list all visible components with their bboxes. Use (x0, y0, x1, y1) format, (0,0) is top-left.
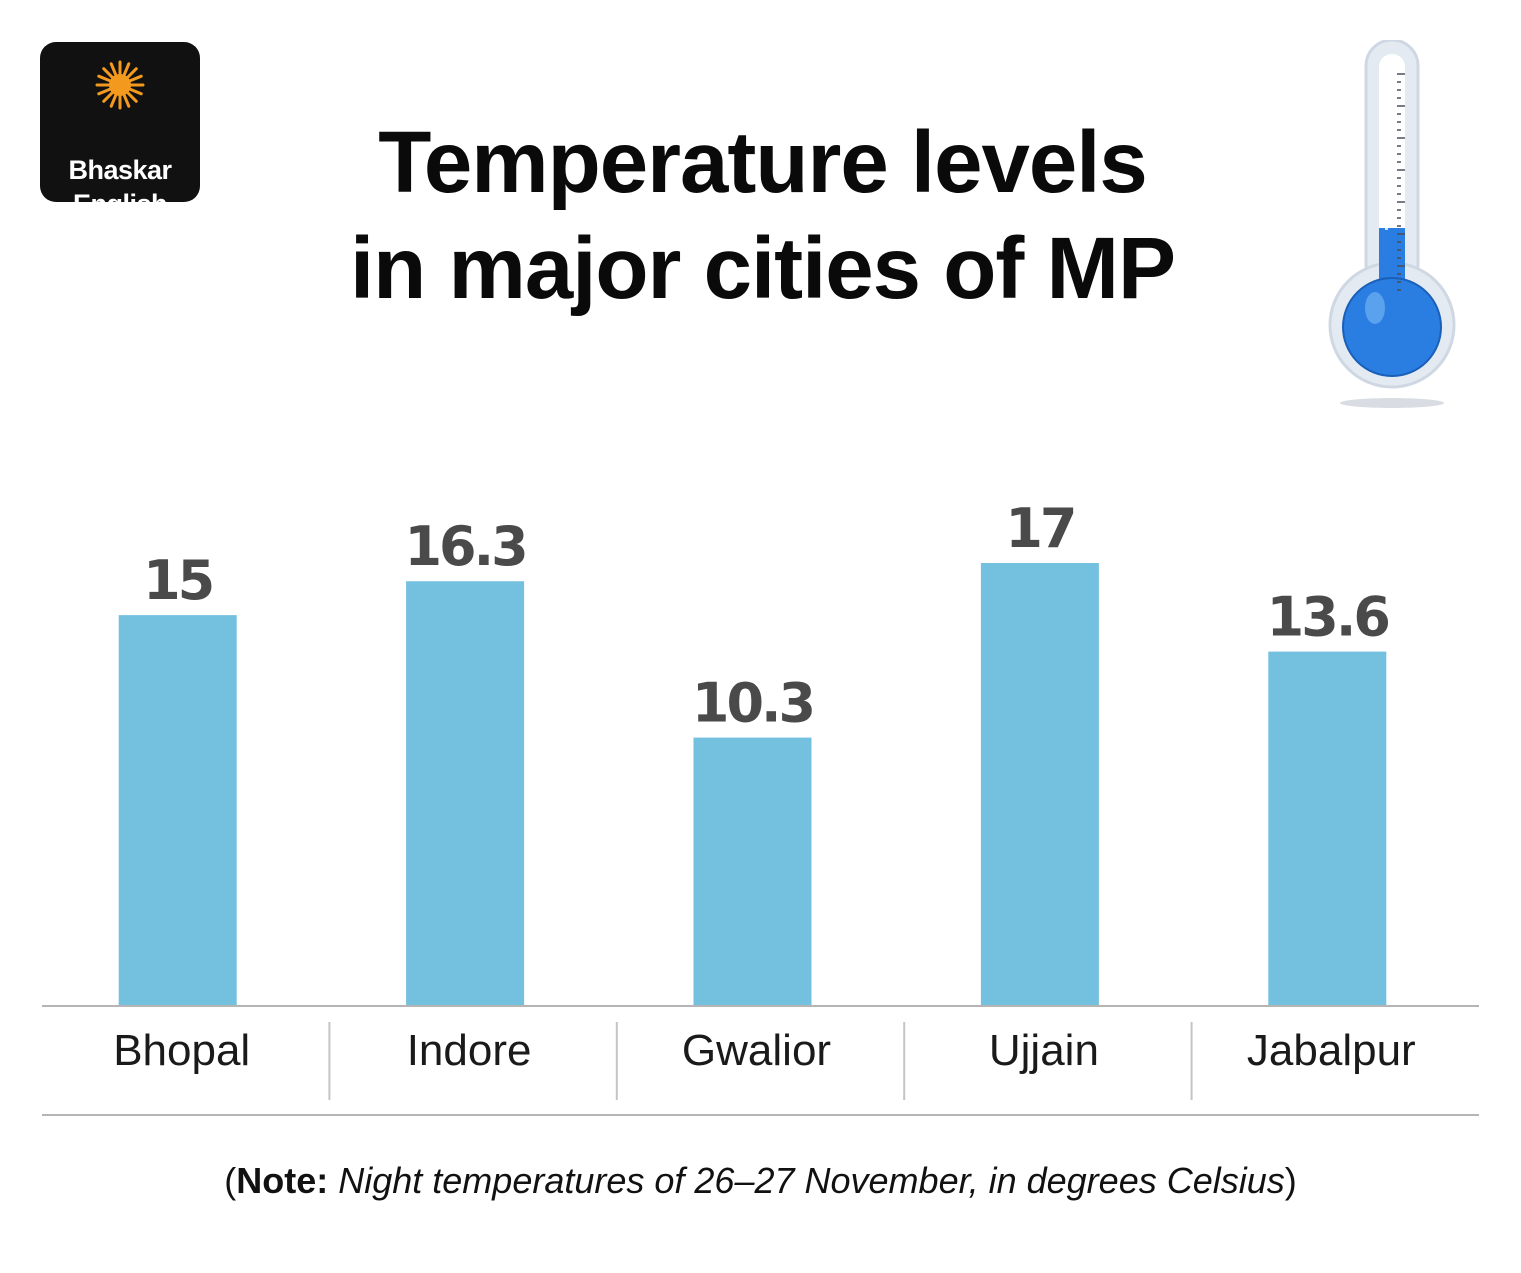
bar-indore (406, 581, 525, 1006)
sun-ray (122, 92, 131, 108)
bar-value-label: 10.3 (692, 672, 813, 735)
bar-value-label: 13.6 (1267, 586, 1389, 649)
bar-value-label: 17 (1005, 497, 1074, 560)
sun-ray (125, 90, 138, 103)
chart-title-line1: Temperature levels (378, 114, 1148, 211)
category-label: Indore (407, 1026, 532, 1075)
bar-bhopal (118, 615, 237, 1006)
category-label: Ujjain (989, 1026, 1099, 1075)
note-close-paren: ) (1284, 1160, 1297, 1201)
category-label: Jabalpur (1247, 1026, 1416, 1075)
category-label: Gwalior (682, 1026, 831, 1075)
note-label: Note: (236, 1160, 329, 1201)
sun-ray (125, 67, 138, 80)
sun-ray (109, 92, 118, 108)
sun-ray (109, 62, 118, 78)
thermometer-icon (1328, 40, 1456, 408)
chart-title: Temperature levels in major cities of MP (240, 110, 1285, 322)
logo-text-line1: Bhaskar (68, 155, 172, 185)
sun-ray (102, 67, 115, 80)
footnote: (Note: Night temperatures of 26–27 Novem… (0, 1160, 1521, 1202)
bar-value-label: 15 (143, 549, 212, 612)
bar-ujjain (980, 563, 1099, 1006)
sun-ray (127, 87, 143, 96)
bar-jabalpur (1268, 651, 1387, 1006)
sun-ray (97, 87, 113, 96)
bar-gwalior (693, 737, 812, 1006)
sun-ray (122, 62, 131, 78)
sun-ray (127, 74, 143, 83)
chart-title-line2: in major cities of MP (350, 220, 1176, 317)
bar-value-label: 16.3 (404, 515, 525, 578)
note-open-paren: ( (224, 1160, 237, 1201)
logo-text-line2: English (72, 189, 168, 219)
brand-logo: Bhaskar English (40, 42, 200, 219)
sun-ray (97, 74, 113, 83)
category-label: Bhopal (113, 1026, 250, 1075)
sun-ray (102, 90, 115, 103)
bar-chart: 15 Bhopal 16.3 Indore 10.3 Gwalior 17 Ujjain 13.… (42, 497, 1479, 1116)
sun-icon (95, 60, 145, 110)
note-text: Night temperatures of 26–27 November, in… (328, 1160, 1285, 1201)
